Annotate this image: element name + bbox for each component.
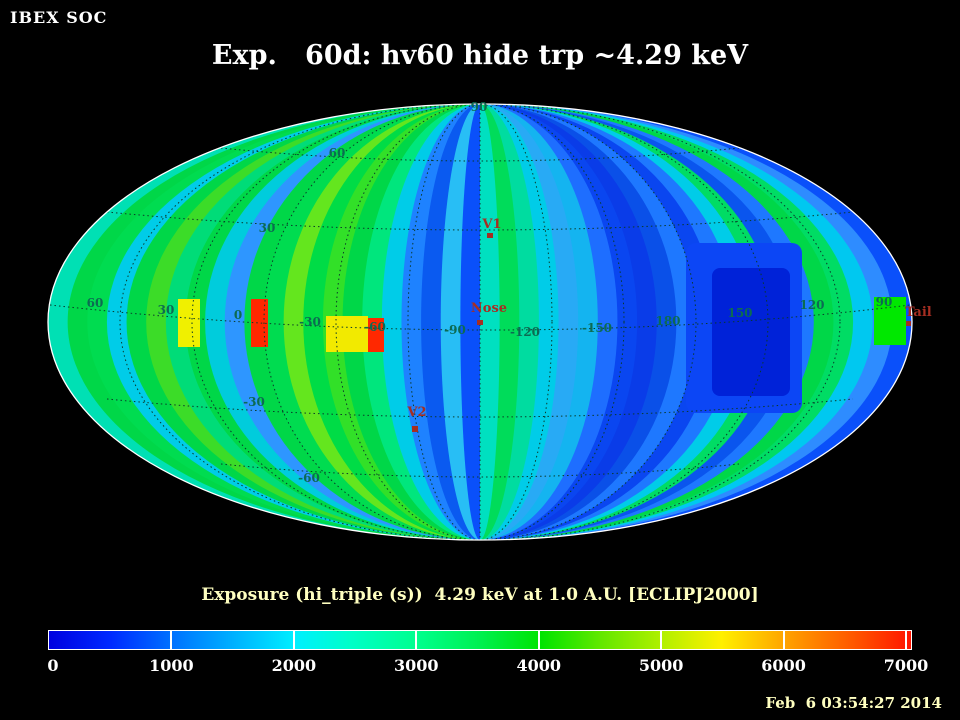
colorbar-tick-label: 7000 [883,656,929,675]
grid [49,104,911,540]
colorbar-tick-label: 4000 [516,656,561,675]
colorbar-tick [292,631,295,649]
marker-point-v2 [412,426,418,432]
marker-label-nose: Nose [471,301,507,316]
grid-label-longitude: 150 [727,306,752,320]
page-title: Exp. 60d: hv60 hide trp ~4.29 keV [211,40,749,71]
exposure-band-left [460,104,480,540]
grid-label-longitude: 120 [799,298,824,312]
map-area [48,104,912,540]
grid-label-latitude: 30 [259,221,276,235]
hot-exposure-cell [178,299,200,347]
marker-label-v2: V2 [406,405,426,420]
grid-meridian [335,104,625,540]
marker-label-v1: V1 [481,217,501,232]
colorbar-caption: Exposure (hi_triple (s)) 4.29 keV at 1.0… [201,585,759,605]
grid-label-latitude: -30 [243,395,265,409]
app-logo: IBEX SOC [10,8,108,27]
colorbar-tick-label: 2000 [271,656,317,675]
grid-label-longitude: -150 [582,321,612,335]
timestamp: Feb 6 03:54:27 2014 [765,694,942,712]
colorbar-tick-label: 6000 [761,656,806,675]
hot-exposure-cell [251,299,268,347]
grid-meridian [191,104,769,540]
grid-label-latitude: -60 [298,471,320,485]
colorbar [48,630,912,650]
grid-label-longitude: 60 [87,296,104,310]
colorbar-tick [537,631,540,649]
grid-label-longitude: -90 [444,323,466,337]
grid-label-longitude: 180 [655,314,680,328]
colorbar-tick [905,631,907,649]
grid-label-latitude: 60 [329,146,346,160]
colorbar-tick [660,631,663,649]
colorbar-tick-label: 3000 [394,656,439,675]
hot-exposure-cell [326,316,368,352]
hot-exposure-cell [368,318,384,352]
grid-label-longitude: 30 [158,303,175,317]
grid-meridian [407,104,553,540]
marker-point-v1 [487,233,493,238]
grid-label-longitude: 90 [876,295,893,309]
grid-label-longitude: -60 [364,320,386,334]
grid-meridian [263,104,697,540]
grid-label-longitude: -30 [299,315,321,329]
grid-label-longitude: 0 [234,308,242,322]
colorbar-tick-label: 0 [47,656,59,675]
colorbar-tick-label: 1000 [149,656,194,675]
colorbar-tick [415,631,418,649]
marker-point-tail [906,321,911,326]
marker-label-tail: Tail [905,305,932,320]
map-outline [47,103,913,541]
hot-exposure-cell [874,297,906,345]
marker-point-nose [477,320,483,325]
colorbar-tick-label: 5000 [638,656,684,675]
grid-meridian [119,104,841,540]
grid-label-longitude: -120 [510,325,540,339]
grid-parallel [106,211,854,231]
grid-label-latitude: 90 [471,100,488,114]
grid-parallel [106,398,854,418]
colorbar-tick [782,631,785,649]
exposure-band-right [480,104,520,540]
colorbar-tick [170,631,173,649]
low-exposure-blob [712,268,790,396]
